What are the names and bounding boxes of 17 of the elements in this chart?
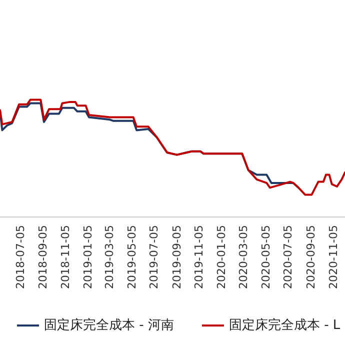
x-tick-label: 2020-09-05 [304, 225, 318, 289]
x-tick-label: 2019-09-05 [170, 225, 184, 289]
x-tick-label: 2019-05-05 [125, 225, 138, 289]
legend-label: 固定床完全成本 - L [228, 317, 341, 333]
x-tick-label: 2018-11-05 [59, 225, 72, 289]
x-tick-label: 2020-03-05 [237, 225, 250, 289]
x-tick-label: 2020-01-05 [215, 225, 228, 289]
x-tick-label: 2019-07-05 [148, 225, 161, 289]
x-tick-label: 2019-11-05 [192, 225, 206, 289]
x-tick-label: 2020-05-05 [259, 225, 272, 289]
x-tick-label: 2019-03-05 [103, 225, 116, 289]
x-tick-label: 2020-11-05 [326, 225, 340, 289]
x-tick-label: 2018-09-05 [36, 225, 50, 289]
x-tick-label: 2019-01-05 [81, 225, 94, 289]
x-tick-label: 2020-07-05 [282, 225, 295, 289]
x-tick-label: 2018-07-05 [14, 225, 28, 289]
legend-label: 固定床完全成本 - 河南 [44, 317, 174, 333]
